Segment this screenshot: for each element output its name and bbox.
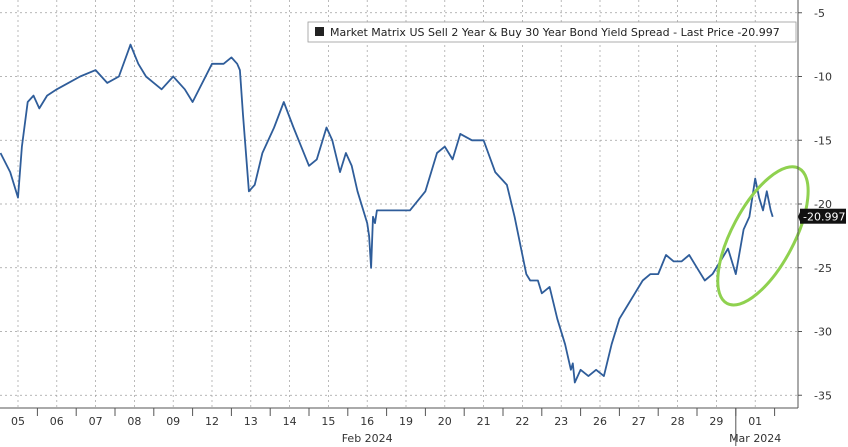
- last-price-tag: -20.997: [798, 208, 846, 224]
- x-tick-label: 27: [632, 415, 646, 428]
- x-tick-label: 20: [438, 415, 452, 428]
- legend-text: Market Matrix US Sell 2 Year & Buy 30 Ye…: [330, 26, 780, 39]
- last-price-pointer: [798, 209, 801, 224]
- highlight-ellipse: [716, 165, 810, 307]
- x-tick-label: 28: [671, 415, 685, 428]
- y-tick-label: -20: [814, 198, 832, 211]
- x-axis: 05 06 07 08 09 12 13 14 15 16 19 20 21 22 23 26 27 28 29 01…: [0, 407, 798, 446]
- annotation-layer: [716, 165, 810, 307]
- y-tick-label: -30: [814, 326, 832, 339]
- x-tick-label: 05: [11, 415, 25, 428]
- x-tick-label: 06: [50, 415, 64, 428]
- x-tick-label: 23: [554, 415, 568, 428]
- x-tick-label: 12: [205, 415, 219, 428]
- y-tick-label: -10: [814, 71, 832, 84]
- x-group-label: Mar 2024: [729, 432, 781, 445]
- x-tick-label: 21: [477, 415, 491, 428]
- x-tick-label: 01: [748, 415, 762, 428]
- series-layer: [0, 43, 774, 384]
- y-tick-label: -25: [814, 262, 832, 275]
- last-price-label: -20.997: [803, 211, 845, 224]
- x-tick-label: 29: [709, 415, 723, 428]
- x-tick-label: 08: [127, 415, 141, 428]
- legend-swatch-icon: [315, 27, 324, 36]
- x-tick-label: 26: [593, 415, 607, 428]
- x-tick-label: 07: [89, 415, 103, 428]
- y-tick-label: -35: [814, 389, 832, 402]
- x-tick-label: 13: [244, 415, 258, 428]
- legend-box: [307, 21, 797, 43]
- y-tick-label: -5: [814, 7, 825, 20]
- x-tick-label: 16: [360, 415, 374, 428]
- y-tick-label: -15: [814, 134, 832, 147]
- x-tick-label: 09: [166, 415, 180, 428]
- x-tick-label: 19: [399, 415, 413, 428]
- x-group-label: Feb 2024: [342, 432, 393, 445]
- y-axis: -5 -10 -15 -20 -25 -30 -35: [797, 0, 832, 408]
- x-tick-label: 15: [321, 415, 335, 428]
- x-tick-label: 14: [283, 415, 297, 428]
- last-price-tag-bg: [800, 208, 846, 224]
- grid: [0, 0, 798, 408]
- legend: Market Matrix US Sell 2 Year & Buy 30 Ye…: [307, 21, 797, 43]
- x-tick-label: 22: [515, 415, 529, 428]
- series-line: [0, 43, 774, 384]
